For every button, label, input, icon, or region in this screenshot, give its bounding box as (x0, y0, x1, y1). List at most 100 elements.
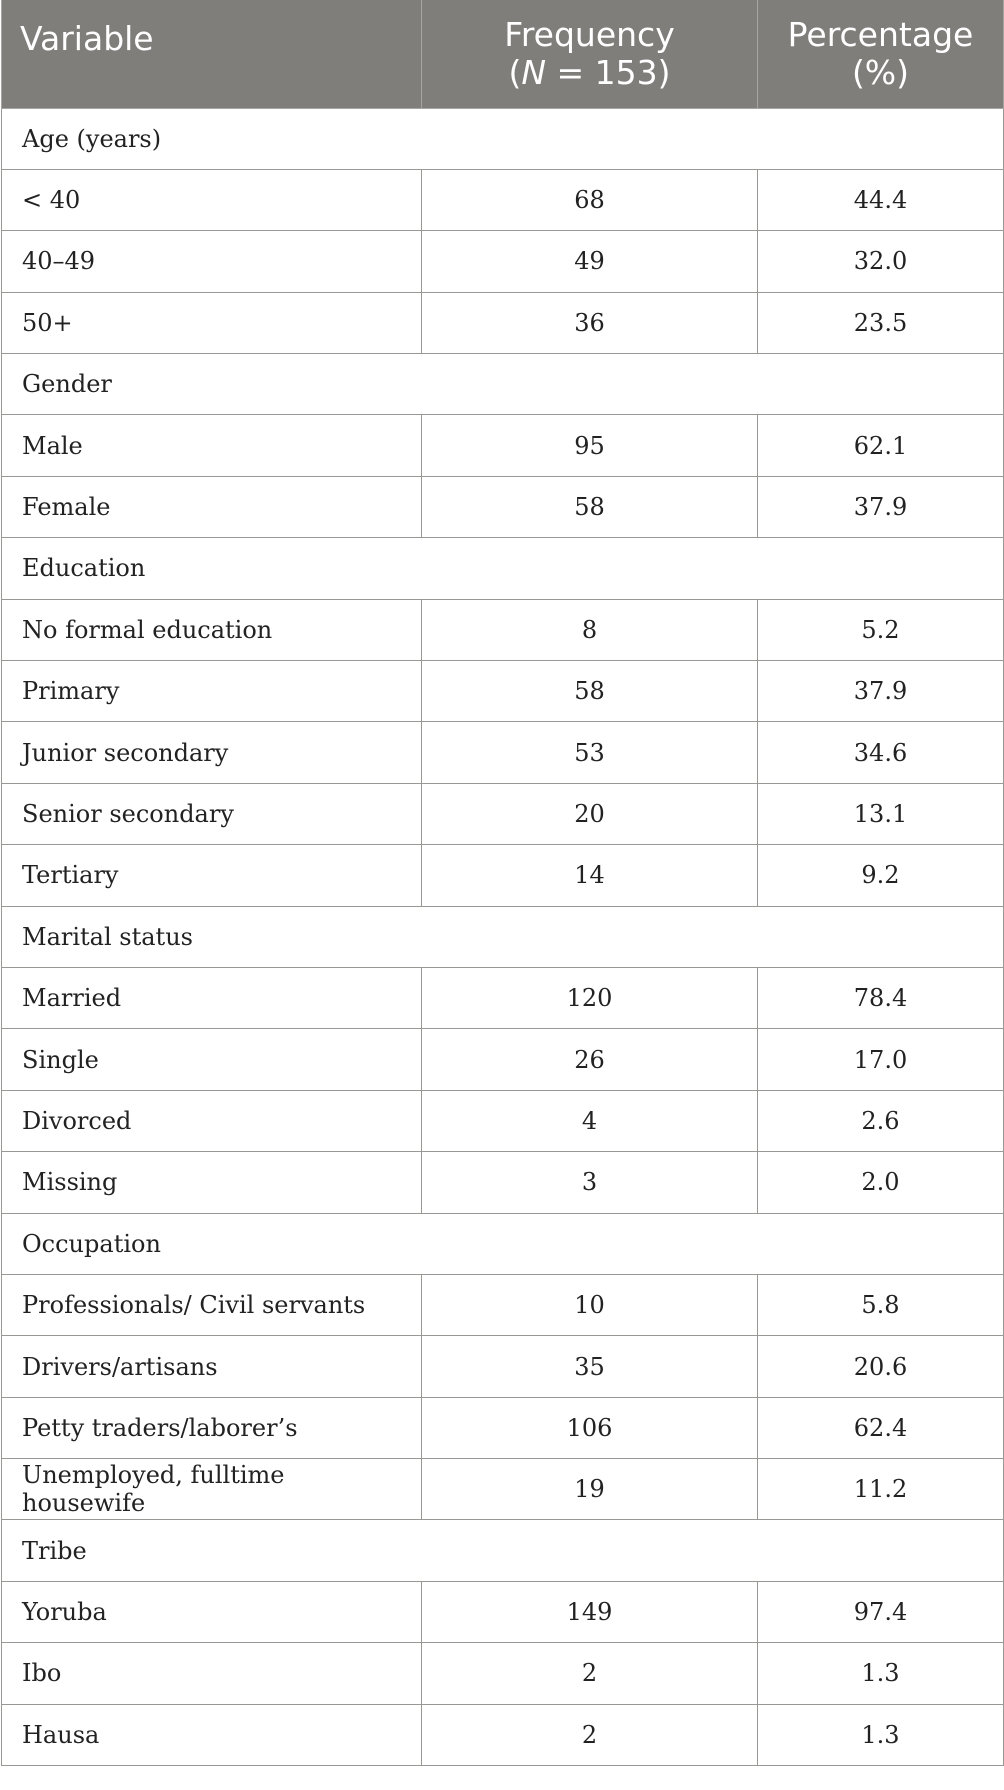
percentage-cell: 37.9 (757, 660, 1004, 723)
table-row: Married 120 78.4 (1, 966, 1004, 1030)
frequency-cell: 8 (421, 598, 758, 662)
percentage-cell: 23.5 (757, 291, 1004, 355)
table-row: Yoruba 149 97.4 (1, 1580, 1004, 1644)
frequency-cell: 68 (421, 168, 758, 232)
percentage-cell: 78.4 (757, 966, 1004, 1030)
section-label: Tribe (1, 1519, 1004, 1582)
table-row: Primary 58 37.9 (1, 660, 1004, 723)
frequency-cell: 58 (421, 660, 758, 723)
percentage-cell: 37.9 (757, 475, 1004, 539)
frequency-cell: 106 (421, 1396, 758, 1460)
percentage-cell: 62.4 (757, 1396, 1004, 1460)
percentage-cell: 5.8 (757, 1273, 1004, 1337)
header-frequency-open: ( (508, 52, 522, 92)
section-row: Marital status (1, 905, 1004, 968)
row-label: 50+ (1, 291, 422, 355)
frequency-cell: 19 (421, 1458, 758, 1521)
row-label: No formal education (1, 598, 422, 662)
table-row: Junior secondary 53 34.6 (1, 721, 1004, 784)
percentage-cell: 1.3 (757, 1703, 1004, 1767)
table-row: Drivers/artisans 35 20.6 (1, 1335, 1004, 1398)
percentage-cell: 9.2 (757, 844, 1004, 907)
frequency-cell: 49 (421, 230, 758, 293)
row-label: Female (1, 475, 422, 539)
section-row: Gender (1, 353, 1004, 416)
table-row: < 40 68 44.4 (1, 168, 1004, 232)
row-label: Primary (1, 660, 422, 723)
row-label: Professionals/ Civil servants (1, 1273, 422, 1337)
header-variable: Variable (1, 0, 422, 109)
table-row: Missing 3 2.0 (1, 1151, 1004, 1214)
section-row: Tribe (1, 1519, 1004, 1582)
table-row: Single 26 17.0 (1, 1028, 1004, 1091)
row-label: Drivers/artisans (1, 1335, 422, 1398)
section-row: Occupation (1, 1212, 1004, 1275)
frequency-cell: 2 (421, 1703, 758, 1767)
percentage-cell: 5.2 (757, 598, 1004, 662)
section-label: Gender (1, 353, 1004, 416)
frequency-cell: 35 (421, 1335, 758, 1398)
frequency-cell: 2 (421, 1642, 758, 1705)
frequency-cell: 10 (421, 1273, 758, 1337)
frequency-cell: 36 (421, 291, 758, 355)
frequency-cell: 149 (421, 1580, 758, 1644)
percentage-cell: 32.0 (757, 230, 1004, 293)
table-row: Professionals/ Civil servants 10 5.8 (1, 1273, 1004, 1337)
table-row: Hausa 2 1.3 (1, 1703, 1004, 1767)
header-row: Variable Frequency (N = 153) Percentage … (1, 0, 1004, 109)
row-label: Tertiary (1, 844, 422, 907)
frequency-cell: 14 (421, 844, 758, 907)
section-row: Age (years) (1, 107, 1004, 170)
header-frequency-rest: = 153) (546, 52, 671, 92)
percentage-cell: 20.6 (757, 1335, 1004, 1398)
header-percentage: Percentage (%) (757, 0, 1004, 109)
percentage-cell: 17.0 (757, 1028, 1004, 1091)
table-row: Male 95 62.1 (1, 414, 1004, 477)
section-row: Education (1, 537, 1004, 600)
header-frequency-n: N (521, 52, 547, 92)
percentage-cell: 2.0 (757, 1151, 1004, 1214)
frequency-cell: 95 (421, 414, 758, 477)
row-label: Senior secondary (1, 782, 422, 846)
percentage-cell: 62.1 (757, 414, 1004, 477)
row-label: Male (1, 414, 422, 477)
header-percentage-line1: Percentage (787, 14, 974, 54)
percentage-cell: 44.4 (757, 168, 1004, 232)
header-frequency-line2: (N = 153) (440, 52, 739, 92)
table-body: Age (years) < 40 68 44.4 40–49 49 32.0 50+ 36 23.… (1, 107, 1004, 1767)
frequency-cell: 20 (421, 782, 758, 846)
percentage-cell: 13.1 (757, 782, 1004, 846)
table-row: Tertiary 14 9.2 (1, 844, 1004, 907)
percentage-cell: 97.4 (757, 1580, 1004, 1644)
header-frequency: Frequency (N = 153) (421, 0, 758, 109)
header-frequency-line1: Frequency (504, 14, 675, 54)
percentage-cell: 2.6 (757, 1089, 1004, 1153)
row-label: 40–49 (1, 230, 422, 293)
frequency-cell: 26 (421, 1028, 758, 1091)
section-label: Age (years) (1, 107, 1004, 170)
table-row: Female 58 37.9 (1, 475, 1004, 539)
frequency-cell: 53 (421, 721, 758, 784)
section-label: Marital status (1, 905, 1004, 968)
row-label: Ibo (1, 1642, 422, 1705)
table-row: Ibo 2 1.3 (1, 1642, 1004, 1705)
frequency-cell: 58 (421, 475, 758, 539)
table-row: 40–49 49 32.0 (1, 230, 1004, 293)
row-label: Unemployed, fulltime housewife (1, 1458, 422, 1521)
row-label: Married (1, 966, 422, 1030)
header-percentage-line2: (%) (851, 52, 910, 92)
row-label: < 40 (1, 168, 422, 232)
table-row: 50+ 36 23.5 (1, 291, 1004, 355)
row-label: Divorced (1, 1089, 422, 1153)
section-label: Occupation (1, 1212, 1004, 1275)
frequency-cell: 3 (421, 1151, 758, 1214)
row-label: Yoruba (1, 1580, 422, 1644)
table-row: Senior secondary 20 13.1 (1, 782, 1004, 846)
table-row: Petty traders/laborer’s 106 62.4 (1, 1396, 1004, 1460)
frequency-cell: 4 (421, 1089, 758, 1153)
row-label: Petty traders/laborer’s (1, 1396, 422, 1460)
row-label: Hausa (1, 1703, 422, 1767)
percentage-cell: 34.6 (757, 721, 1004, 784)
